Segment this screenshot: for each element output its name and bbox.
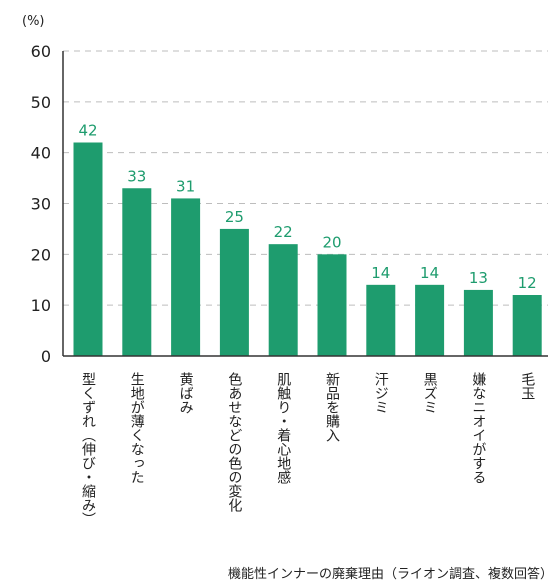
category-label: 黄ばみ (178, 371, 194, 414)
bar (73, 142, 103, 356)
bar (512, 295, 542, 356)
category-label: 嫌なニオイがする (470, 372, 486, 484)
category-label: 新品を購入 (324, 372, 340, 442)
x-axis-labels: 型くずれ（伸び・縮み） 生地が薄くなった 黄ばみ 色あせなどの色の変化 肌触り・着心地感… (80, 371, 535, 526)
data-label: 22 (274, 223, 293, 241)
bar (171, 198, 201, 356)
category-label: 汗ジミ (373, 372, 389, 414)
bar (268, 244, 298, 356)
data-label: 42 (78, 122, 97, 140)
data-label: 12 (518, 274, 537, 292)
bar (415, 284, 445, 356)
data-label: 13 (469, 269, 488, 287)
y-tick-label: 30 (31, 195, 51, 214)
y-tick-label: 20 (31, 245, 51, 264)
bar (463, 289, 493, 356)
category-label: 型くずれ（伸び・縮み） (80, 372, 96, 526)
data-label: 25 (225, 208, 244, 226)
data-label: 20 (322, 233, 341, 251)
bar (317, 254, 347, 356)
data-labels: 42 33 31 25 22 20 14 14 13 12 (78, 122, 536, 293)
y-tick-label: 0 (41, 347, 51, 366)
bars (73, 142, 542, 356)
category-label: 色あせなどの色の変化 (226, 371, 242, 513)
y-tick-label: 60 (31, 42, 51, 61)
category-label: 肌触り・着心地感 (275, 372, 291, 484)
bar (219, 228, 249, 356)
y-tick-label: 10 (31, 296, 51, 315)
category-label: 生地が薄くなった (129, 372, 145, 484)
bar (366, 284, 396, 356)
data-label: 33 (127, 167, 146, 185)
category-label: 毛玉 (519, 372, 535, 400)
y-tick-label: 40 (31, 144, 51, 163)
y-tick-label: 50 (31, 93, 51, 112)
chart-caption: 機能性インナーの廃棄理由（ライオン調査、複数回答） (228, 566, 553, 582)
y-axis-ticks: 0 10 20 30 40 50 60 (31, 42, 51, 366)
category-label: 黒ズミ (422, 372, 438, 414)
data-label: 31 (176, 177, 195, 195)
unit-label: (%) (22, 14, 45, 29)
bar (122, 188, 152, 356)
data-label: 14 (420, 264, 439, 282)
data-label: 14 (371, 264, 390, 282)
